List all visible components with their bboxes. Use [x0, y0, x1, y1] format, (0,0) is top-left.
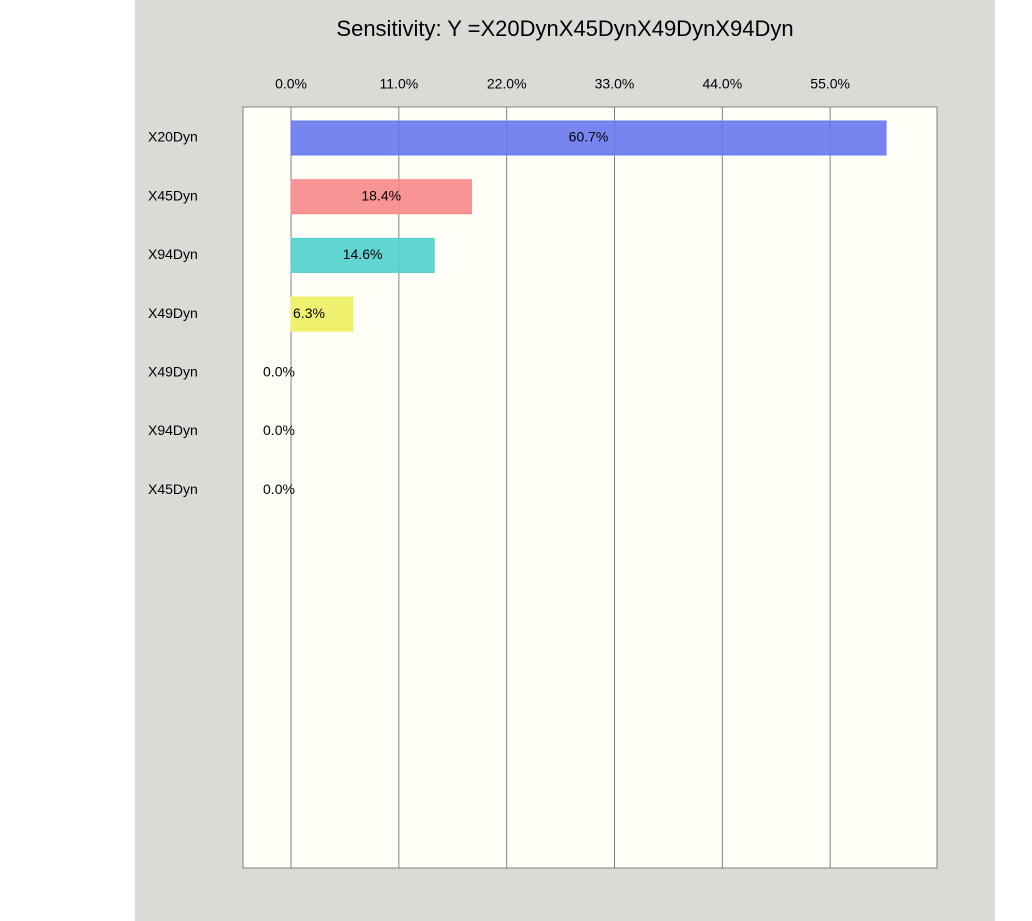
- value-label: 0.0%: [263, 422, 295, 438]
- x-tick-label: 22.0%: [487, 76, 527, 92]
- value-label: 6.3%: [293, 305, 325, 321]
- y-tick-label: X45Dyn: [148, 481, 198, 497]
- value-label: 60.7%: [569, 129, 609, 145]
- value-label: 0.0%: [263, 481, 295, 497]
- bar: [290, 237, 435, 273]
- y-tick-label: X94Dyn: [148, 422, 198, 438]
- x-tick-label: 33.0%: [595, 76, 635, 92]
- x-tick-label: 11.0%: [380, 76, 419, 92]
- bar: [290, 120, 887, 156]
- x-tick-label: 55.0%: [810, 76, 850, 92]
- bar: [290, 296, 354, 332]
- y-tick-label: X20Dyn: [148, 129, 198, 145]
- x-tick-label: 44.0%: [702, 76, 742, 92]
- value-label: 18.4%: [361, 187, 401, 203]
- y-tick-label: X45Dyn: [148, 187, 198, 203]
- chart-title: Sensitivity: Y =X20DynX45DynX49DynX94Dyn: [336, 16, 793, 41]
- plot-area: [242, 106, 938, 869]
- y-tick-label: X49Dyn: [148, 305, 198, 321]
- y-tick-label: X94Dyn: [148, 246, 198, 262]
- y-tick-label: X49Dyn: [148, 364, 198, 380]
- bar: [290, 179, 472, 215]
- x-tick-label: 0.0%: [275, 76, 307, 92]
- value-label: 14.6%: [343, 246, 383, 262]
- value-label: 0.0%: [263, 364, 295, 380]
